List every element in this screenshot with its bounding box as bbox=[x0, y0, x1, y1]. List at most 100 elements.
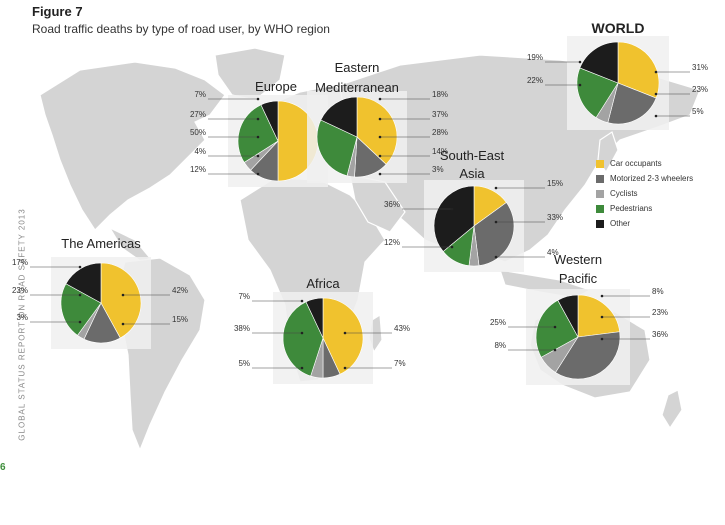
leader-dot-western-pacific-right-0 bbox=[600, 294, 604, 298]
greenland-landmass bbox=[214, 47, 286, 101]
region-title-world: WORLD bbox=[592, 20, 645, 36]
pct-label-europe-left-3: 4% bbox=[194, 147, 206, 156]
pct-label-africa-right-0: 43% bbox=[394, 324, 410, 333]
leader-dot-western-pacific-right-2 bbox=[600, 337, 604, 341]
legend-item-cyclists: Cyclists bbox=[596, 186, 693, 201]
region-title-eastern-mediterranean-line1: Eastern bbox=[335, 60, 380, 75]
pct-label-western-pacific-right-1: 23% bbox=[652, 308, 668, 317]
pie-charts-layer: 19% 22% 31% 23% 5% WORLD 7% 27% 50% 4% 12% Europe 18… bbox=[12, 20, 708, 385]
legend-swatch-cyclists bbox=[596, 189, 604, 198]
pct-label-the-americas-left-0: 17% bbox=[12, 258, 28, 267]
legend-swatch-pedestrians bbox=[596, 204, 604, 213]
leader-dot-south-east-asia-right-1 bbox=[494, 220, 498, 224]
pie-slice-western-pacific-car-occupants bbox=[577, 294, 621, 338]
pie-africa: 7% 38% 5% 43% 7% Africa bbox=[234, 276, 410, 384]
leader-dot-africa-left-0 bbox=[300, 299, 304, 303]
legend-item-pedestrians: Pedestrians bbox=[596, 201, 693, 216]
new-zealand-landmass bbox=[661, 389, 683, 430]
legend-swatch-other bbox=[596, 219, 604, 228]
leader-dot-eastern-mediterranean-right-4 bbox=[378, 172, 382, 176]
leader-dot-south-east-asia-right-2 bbox=[494, 255, 498, 259]
legend-item-motorized: Motorized 2-3 wheelers bbox=[596, 171, 693, 186]
legend-item-other: Other bbox=[596, 216, 693, 231]
leader-dot-europe-left-0 bbox=[256, 97, 260, 101]
pie-eastern-mediterranean: 18% 37% 28% 14% 3% Eastern Mediterranean bbox=[307, 60, 448, 183]
leader-dot-africa-left-1 bbox=[300, 331, 304, 335]
leader-dot-world-left-0 bbox=[578, 60, 582, 64]
pct-label-western-pacific-left-0: 25% bbox=[490, 318, 506, 327]
pie-slice-europe-other bbox=[260, 100, 279, 142]
pct-label-south-east-asia-left-0: 36% bbox=[384, 200, 400, 209]
pie-slice-south-east-asia-motorized bbox=[473, 202, 515, 267]
pct-label-africa-left-1: 38% bbox=[234, 324, 250, 333]
leader-dot-world-right-2 bbox=[654, 114, 658, 118]
pie-slice-eastern-mediterranean-other bbox=[320, 96, 358, 138]
pie-slice-africa-other bbox=[305, 297, 324, 339]
pct-label-eastern-mediterranean-right-2: 28% bbox=[432, 128, 448, 137]
leader-dot-eastern-mediterranean-right-3 bbox=[378, 154, 382, 158]
pie-slice-western-pacific-motorized bbox=[555, 331, 621, 380]
leader-dot-the-americas-left-0 bbox=[78, 265, 82, 269]
pct-label-south-east-asia-right-2: 4% bbox=[547, 248, 559, 257]
region-title-europe: Europe bbox=[255, 79, 297, 94]
leader-dot-africa-right-1 bbox=[343, 366, 347, 370]
leader-dot-south-east-asia-left-0 bbox=[450, 207, 454, 211]
legend-label-cyclists: Cyclists bbox=[610, 189, 638, 198]
pct-label-eastern-mediterranean-right-0: 18% bbox=[432, 90, 448, 99]
leader-dot-world-right-0 bbox=[654, 70, 658, 74]
legend-swatch-car-occupants bbox=[596, 159, 604, 168]
pct-label-south-east-asia-left-1: 12% bbox=[384, 238, 400, 247]
pct-label-eastern-mediterranean-right-1: 37% bbox=[432, 110, 448, 119]
region-title-the-americas: The Americas bbox=[61, 236, 141, 251]
north-america-landmass bbox=[39, 61, 226, 231]
pct-label-western-pacific-left-1: 8% bbox=[494, 341, 506, 350]
legend-item-car-occupants: Car occupants bbox=[596, 156, 693, 171]
legend-swatch-motorized bbox=[596, 174, 604, 183]
pie-slice-world-motorized bbox=[607, 82, 657, 125]
region-title-western-pacific-line1: Western bbox=[554, 252, 602, 267]
region-title-south-east-asia-line1: South-East bbox=[440, 148, 505, 163]
pie-world: 19% 22% 31% 23% 5% WORLD bbox=[527, 20, 708, 130]
leader-dot-europe-left-1 bbox=[256, 117, 260, 121]
leader-dot-europe-left-3 bbox=[256, 154, 260, 158]
pct-label-world-right-1: 23% bbox=[692, 85, 708, 94]
leader-dot-south-east-asia-right-0 bbox=[494, 186, 498, 190]
leader-dot-western-pacific-left-1 bbox=[553, 348, 557, 352]
pct-label-africa-left-0: 7% bbox=[238, 292, 250, 301]
pct-label-south-east-asia-right-1: 33% bbox=[547, 213, 563, 222]
pie-the-americas: 17% 23% 3% 42% 15% The Americas bbox=[12, 236, 188, 349]
leader-dot-europe-left-2 bbox=[256, 135, 260, 139]
pie-slice-the-americas-pedestrians bbox=[60, 283, 102, 336]
leader-dot-europe-left-4 bbox=[256, 172, 260, 176]
pie-slice-world-car-occupants bbox=[617, 41, 660, 99]
leader-dot-eastern-mediterranean-right-0 bbox=[378, 97, 382, 101]
pct-label-eastern-mediterranean-right-4: 3% bbox=[432, 165, 444, 174]
pie-slice-world-other bbox=[579, 41, 619, 84]
pct-label-south-east-asia-right-0: 15% bbox=[547, 179, 563, 188]
pct-label-the-americas-left-1: 23% bbox=[12, 286, 28, 295]
leader-dot-africa-left-2 bbox=[300, 366, 304, 370]
leader-dot-south-east-asia-left-1 bbox=[450, 245, 454, 249]
legend-label-pedestrians: Pedestrians bbox=[610, 204, 653, 213]
pie-slice-western-pacific-pedestrians bbox=[535, 299, 579, 358]
figure-label: Figure 7 bbox=[32, 4, 83, 19]
leader-dot-western-pacific-right-1 bbox=[600, 315, 604, 319]
legend: Car occupants Motorized 2-3 wheelers Cyc… bbox=[596, 156, 693, 231]
figure-page: Figure 7 Road traffic deaths by type of … bbox=[0, 4, 708, 473]
legend-label-motorized: Motorized 2-3 wheelers bbox=[610, 174, 694, 183]
pct-label-europe-left-1: 27% bbox=[190, 110, 206, 119]
leader-dot-eastern-mediterranean-right-1 bbox=[378, 117, 382, 121]
pct-label-europe-left-2: 50% bbox=[190, 128, 206, 137]
legend-label-car-occupants: Car occupants bbox=[610, 159, 662, 168]
leader-dot-the-americas-right-0 bbox=[121, 293, 125, 297]
leader-dot-western-pacific-left-0 bbox=[553, 325, 557, 329]
pie-slice-the-americas-other bbox=[65, 262, 102, 304]
pie-slice-eastern-mediterranean-pedestrians bbox=[316, 119, 358, 177]
pct-label-europe-left-4: 12% bbox=[190, 165, 206, 174]
leader-dot-the-americas-left-2 bbox=[78, 320, 82, 324]
pct-label-eastern-mediterranean-right-3: 14% bbox=[432, 147, 448, 156]
leader-dot-eastern-mediterranean-right-2 bbox=[378, 135, 382, 139]
region-title-western-pacific-line2: Pacific bbox=[559, 271, 598, 286]
pct-label-the-americas-right-0: 42% bbox=[172, 286, 188, 295]
pie-slice-western-pacific-other bbox=[557, 294, 579, 338]
